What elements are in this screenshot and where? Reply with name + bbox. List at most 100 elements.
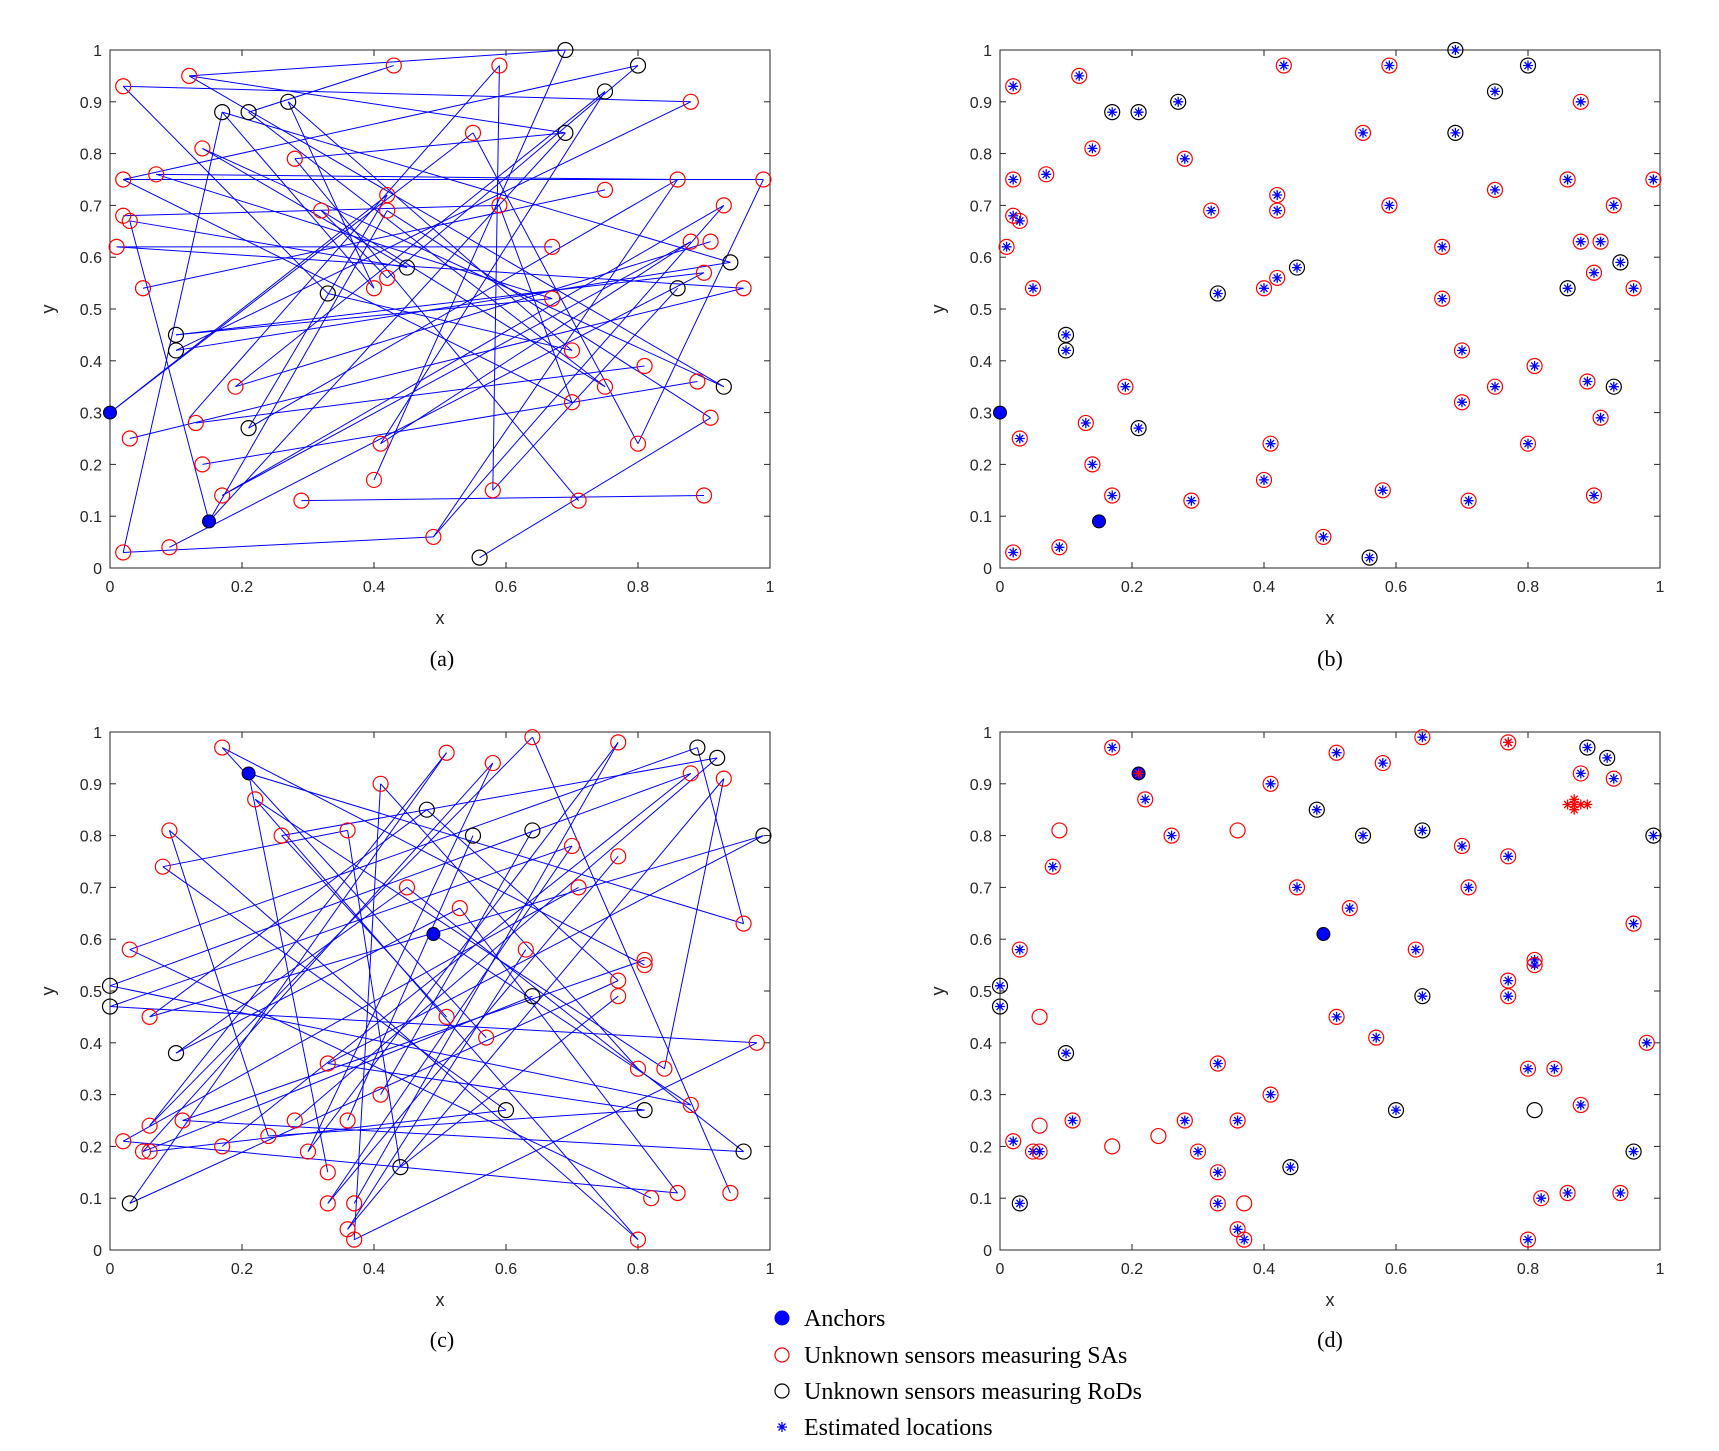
estimated-location-marker: [1212, 1058, 1223, 1069]
link-line: [162, 829, 348, 868]
link-line: [123, 65, 639, 180]
rod-sensor-marker: [1447, 41, 1464, 59]
x-tick-label: 0.4: [363, 1261, 385, 1278]
link-line: [123, 536, 434, 553]
sa-sensor-marker: [134, 280, 152, 297]
rod-sensor-marker: [497, 1102, 515, 1119]
sa-sensor-marker: [1137, 791, 1154, 808]
estimated-location-marker: [1358, 127, 1368, 138]
estimated-location-marker: [1523, 1063, 1533, 1074]
y-tick-label: 0.9: [970, 777, 992, 794]
estimated-location-marker: [1232, 1115, 1243, 1126]
sa-sensor-marker: [1005, 78, 1022, 95]
y-tick-label: 0.2: [970, 457, 992, 474]
estimated-location-marker: [1641, 1037, 1652, 1048]
estimated-location-marker: [1608, 200, 1619, 211]
sa-sensor-marker: [682, 233, 699, 250]
link-line: [182, 1120, 744, 1153]
y-tick-label: 0.8: [970, 147, 992, 164]
estimated-location-marker: [1615, 257, 1626, 268]
legend-label-rod: Unknown sensors measuring RoDs: [804, 1379, 1142, 1405]
estimated-location-marker: [1608, 773, 1619, 784]
sa-sensor-marker: [346, 1195, 363, 1212]
sa-sensor-marker: [260, 1127, 277, 1145]
estimated-location-marker: [1628, 283, 1639, 294]
estimated-location-marker: [1047, 861, 1058, 872]
y-tick-label: 0.3: [80, 406, 102, 423]
estimated-location-marker: [1417, 732, 1428, 743]
sa-sensor-marker: [682, 1096, 699, 1114]
x-tick-label: 0.2: [231, 1261, 253, 1278]
sa-sensor-marker: [1104, 487, 1121, 504]
link-line: [287, 101, 375, 289]
sa-sensor-marker: [141, 1117, 158, 1134]
sa-sensor-marker: [214, 739, 231, 756]
rod-sensor-marker: [1209, 285, 1226, 302]
estimated-location-marker: [1318, 531, 1329, 542]
rod-sensor-marker: [1625, 1143, 1642, 1160]
y-tick-label: 0.9: [970, 95, 992, 112]
sa-sensor-marker: [286, 1112, 303, 1129]
estimated-location-marker: [1014, 433, 1025, 444]
estimated-location-marker: [1582, 742, 1593, 753]
estimated-location-marker: [1457, 397, 1467, 408]
estimated-location-marker: [1575, 96, 1586, 107]
rod-sensor-marker: [735, 1143, 752, 1160]
link-line: [109, 772, 691, 987]
x-tick-label: 0.8: [627, 579, 649, 596]
link-line: [195, 365, 645, 424]
rod-sensor-marker: [214, 104, 231, 121]
link-line: [287, 101, 573, 351]
rod-sensor-marker: [1308, 801, 1325, 818]
link-line: [386, 210, 711, 419]
rod-sensor-marker: [1579, 739, 1596, 756]
estimated-location-marker: [1529, 960, 1540, 971]
sa-sensor-marker: [1500, 734, 1517, 751]
sa-sensor-marker: [596, 181, 614, 198]
y-tick-label: 0: [983, 1243, 992, 1260]
sa-sensor-marker: [1038, 166, 1055, 183]
red-estimate-marker: [1575, 799, 1586, 810]
link-line: [281, 757, 718, 837]
red-estimate-marker: [1133, 768, 1144, 779]
estimated-location-marker: [1028, 1146, 1038, 1157]
y-tick-label: 0.4: [970, 354, 992, 371]
estimated-location-marker: [1648, 830, 1659, 841]
link-line: [459, 907, 678, 1194]
sa-sensor-marker: [1460, 879, 1477, 896]
sa-sensor-marker: [1203, 202, 1220, 219]
estimated-location-marker: [1490, 86, 1500, 97]
panel-c: 0 0.2 0.4 0.6 0.8 1 0 0.1 0.2 0.3 0.4 0.5 0.6 0.7 0.8 0…: [38, 725, 775, 1352]
rod-sensor-marker: [715, 378, 732, 395]
x-tick-label: 0.6: [495, 1261, 517, 1278]
estimated-location-marker: [1562, 283, 1573, 294]
sa-sensor-marker: [1315, 528, 1332, 546]
estimated-location-marker: [1417, 991, 1428, 1002]
sa-sensor-marker: [1176, 1112, 1193, 1129]
sa-sensor-marker: [702, 233, 719, 250]
rod-sensor-marker: [1605, 378, 1622, 395]
link-line: [373, 49, 566, 481]
panel-caption: (c): [430, 1327, 454, 1352]
sa-sensor-marker: [689, 373, 706, 390]
estimated-location-marker: [1582, 376, 1593, 387]
estimated-location-marker: [1575, 1100, 1586, 1110]
link-line: [221, 111, 375, 289]
sa-sensor-marker: [385, 57, 402, 74]
x-axis-label: x: [436, 1290, 445, 1310]
estimated-location-marker: [1080, 418, 1091, 428]
sa-sensor-marker: [365, 280, 383, 297]
y-tick-label: 0.1: [970, 1191, 992, 1208]
link-line: [347, 835, 474, 1121]
sa-sensor-marker: [722, 1184, 739, 1202]
sa-sensor-marker: [544, 238, 561, 255]
estimated-location-marker: [1061, 329, 1071, 340]
sa-sensor-marker: [1381, 57, 1398, 74]
estimated-location-marker: [1186, 495, 1197, 506]
link-line: [353, 1042, 758, 1241]
rod-sensor-marker: [319, 285, 336, 302]
sa-sensor-marker: [108, 238, 125, 255]
sa-sensor-marker: [1453, 394, 1471, 411]
link-line: [221, 747, 487, 1038]
